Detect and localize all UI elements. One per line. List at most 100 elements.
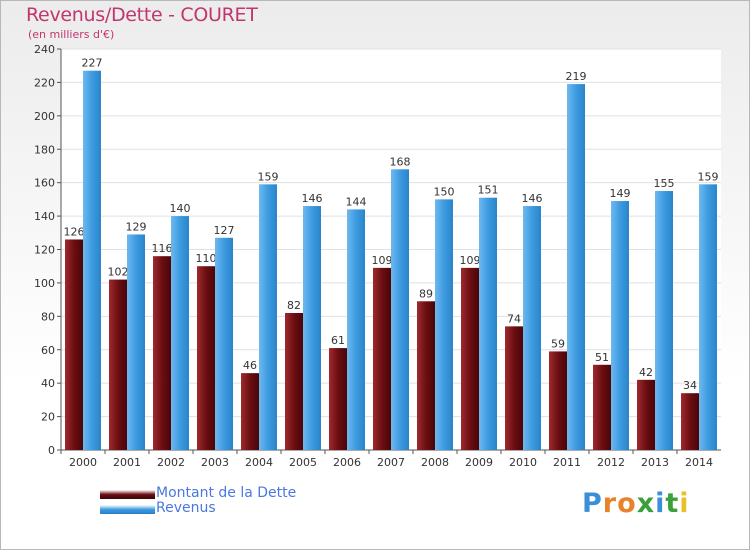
bar-dette (65, 239, 83, 450)
chart-subtitle: (en milliers d'€) (28, 28, 115, 41)
data-label-revenus: 144 (346, 195, 367, 208)
y-tick-label: 160 (34, 177, 55, 190)
y-tick-label: 60 (41, 344, 55, 357)
x-tick-label: 2002 (157, 456, 185, 469)
x-tick-label: 2010 (509, 456, 537, 469)
y-tick-label: 220 (34, 76, 55, 89)
bar-revenus (303, 206, 321, 450)
data-label-dette: 82 (287, 299, 301, 312)
bar-revenus (435, 199, 453, 450)
x-tick-label: 2008 (421, 456, 449, 469)
logo-letter: o (617, 488, 637, 519)
y-tick-label: 120 (34, 244, 55, 257)
x-tick-label: 2001 (113, 456, 141, 469)
x-tick-label: 2013 (641, 456, 669, 469)
y-tick-label: 200 (34, 110, 55, 123)
bar-revenus (347, 209, 365, 450)
data-label-revenus: 146 (522, 192, 543, 205)
bar-dette (417, 301, 435, 450)
bar-revenus (83, 70, 101, 451)
bar-revenus (655, 191, 673, 451)
bar-dette (285, 312, 303, 450)
y-tick-label: 20 (41, 411, 55, 424)
logo-letter: t (665, 488, 680, 519)
x-tick-label: 2005 (289, 456, 317, 469)
x-tick-label: 2011 (553, 456, 581, 469)
bar-dette (109, 279, 127, 450)
data-label-dette: 89 (419, 287, 433, 300)
bar-dette (637, 379, 655, 450)
x-tick-label: 2000 (69, 456, 97, 469)
data-label-revenus: 146 (302, 192, 323, 205)
bar-dette (549, 351, 567, 450)
logo-letter: x (636, 488, 656, 519)
proxiti-logo: Proxiti (582, 488, 690, 519)
y-tick-label: 180 (34, 143, 55, 156)
data-label-revenus: 219 (566, 70, 587, 83)
x-tick-label: 2004 (245, 456, 273, 469)
logo-letter: r (602, 488, 618, 519)
x-tick-label: 2006 (333, 456, 361, 469)
y-tick-label: 40 (41, 377, 55, 390)
x-tick-label: 2012 (597, 456, 625, 469)
bar-dette (681, 393, 699, 450)
bar-dette (461, 267, 479, 450)
data-label-dette: 126 (64, 225, 85, 238)
data-label-revenus: 140 (170, 202, 191, 215)
data-label-revenus: 150 (434, 185, 455, 198)
data-label-dette: 59 (551, 337, 565, 350)
x-tick-label: 2003 (201, 456, 229, 469)
bar-revenus (391, 169, 409, 451)
legend-swatch-revenus (100, 505, 155, 514)
bar-dette (505, 326, 523, 450)
legend-label-revenus: Revenus (156, 500, 216, 516)
bar-revenus (127, 234, 145, 450)
data-label-dette: 74 (507, 312, 521, 325)
data-label-revenus: 151 (478, 184, 499, 197)
data-label-revenus: 159 (258, 170, 279, 183)
logo-letter: i (679, 488, 690, 519)
data-label-revenus: 149 (610, 187, 631, 200)
x-tick-label: 2007 (377, 456, 405, 469)
data-label-dette: 109 (372, 254, 393, 267)
y-tick-label: 0 (48, 444, 55, 457)
bar-dette (241, 373, 259, 450)
legend-swatch-dette (100, 490, 155, 499)
x-tick-label: 2014 (685, 456, 713, 469)
bar-revenus (259, 184, 277, 450)
data-label-revenus: 129 (126, 220, 147, 233)
y-tick-label: 80 (41, 310, 55, 323)
y-tick-label: 140 (34, 210, 55, 223)
bar-revenus (215, 237, 233, 450)
data-label-revenus: 155 (654, 177, 675, 190)
data-label-dette: 61 (331, 334, 345, 347)
data-label-dette: 34 (683, 379, 697, 392)
y-tick-label: 240 (34, 43, 55, 56)
bar-dette (593, 364, 611, 450)
data-label-dette: 42 (639, 366, 653, 379)
data-label-dette: 116 (152, 242, 173, 255)
data-label-revenus: 227 (82, 57, 103, 70)
data-label-dette: 102 (108, 266, 129, 279)
bar-revenus (523, 206, 541, 450)
x-tick-label: 2009 (465, 456, 493, 469)
bar-revenus (171, 216, 189, 450)
chart-title: Revenus/Dette - COURET (26, 4, 258, 26)
bar-dette (329, 348, 347, 450)
data-label-revenus: 168 (390, 155, 411, 168)
data-label-revenus: 127 (214, 224, 235, 237)
logo-letter: i (655, 488, 666, 519)
y-tick-label: 100 (34, 277, 55, 290)
data-label-dette: 46 (243, 359, 257, 372)
logo-letter: P (582, 488, 603, 519)
bar-dette (373, 267, 391, 450)
bar-revenus (567, 84, 585, 451)
bar-dette (153, 256, 171, 450)
bar-revenus (699, 184, 717, 450)
data-label-dette: 110 (196, 252, 217, 265)
data-label-dette: 109 (460, 254, 481, 267)
bar-revenus (479, 197, 497, 450)
bar-revenus (611, 201, 629, 450)
data-label-revenus: 159 (698, 170, 719, 183)
